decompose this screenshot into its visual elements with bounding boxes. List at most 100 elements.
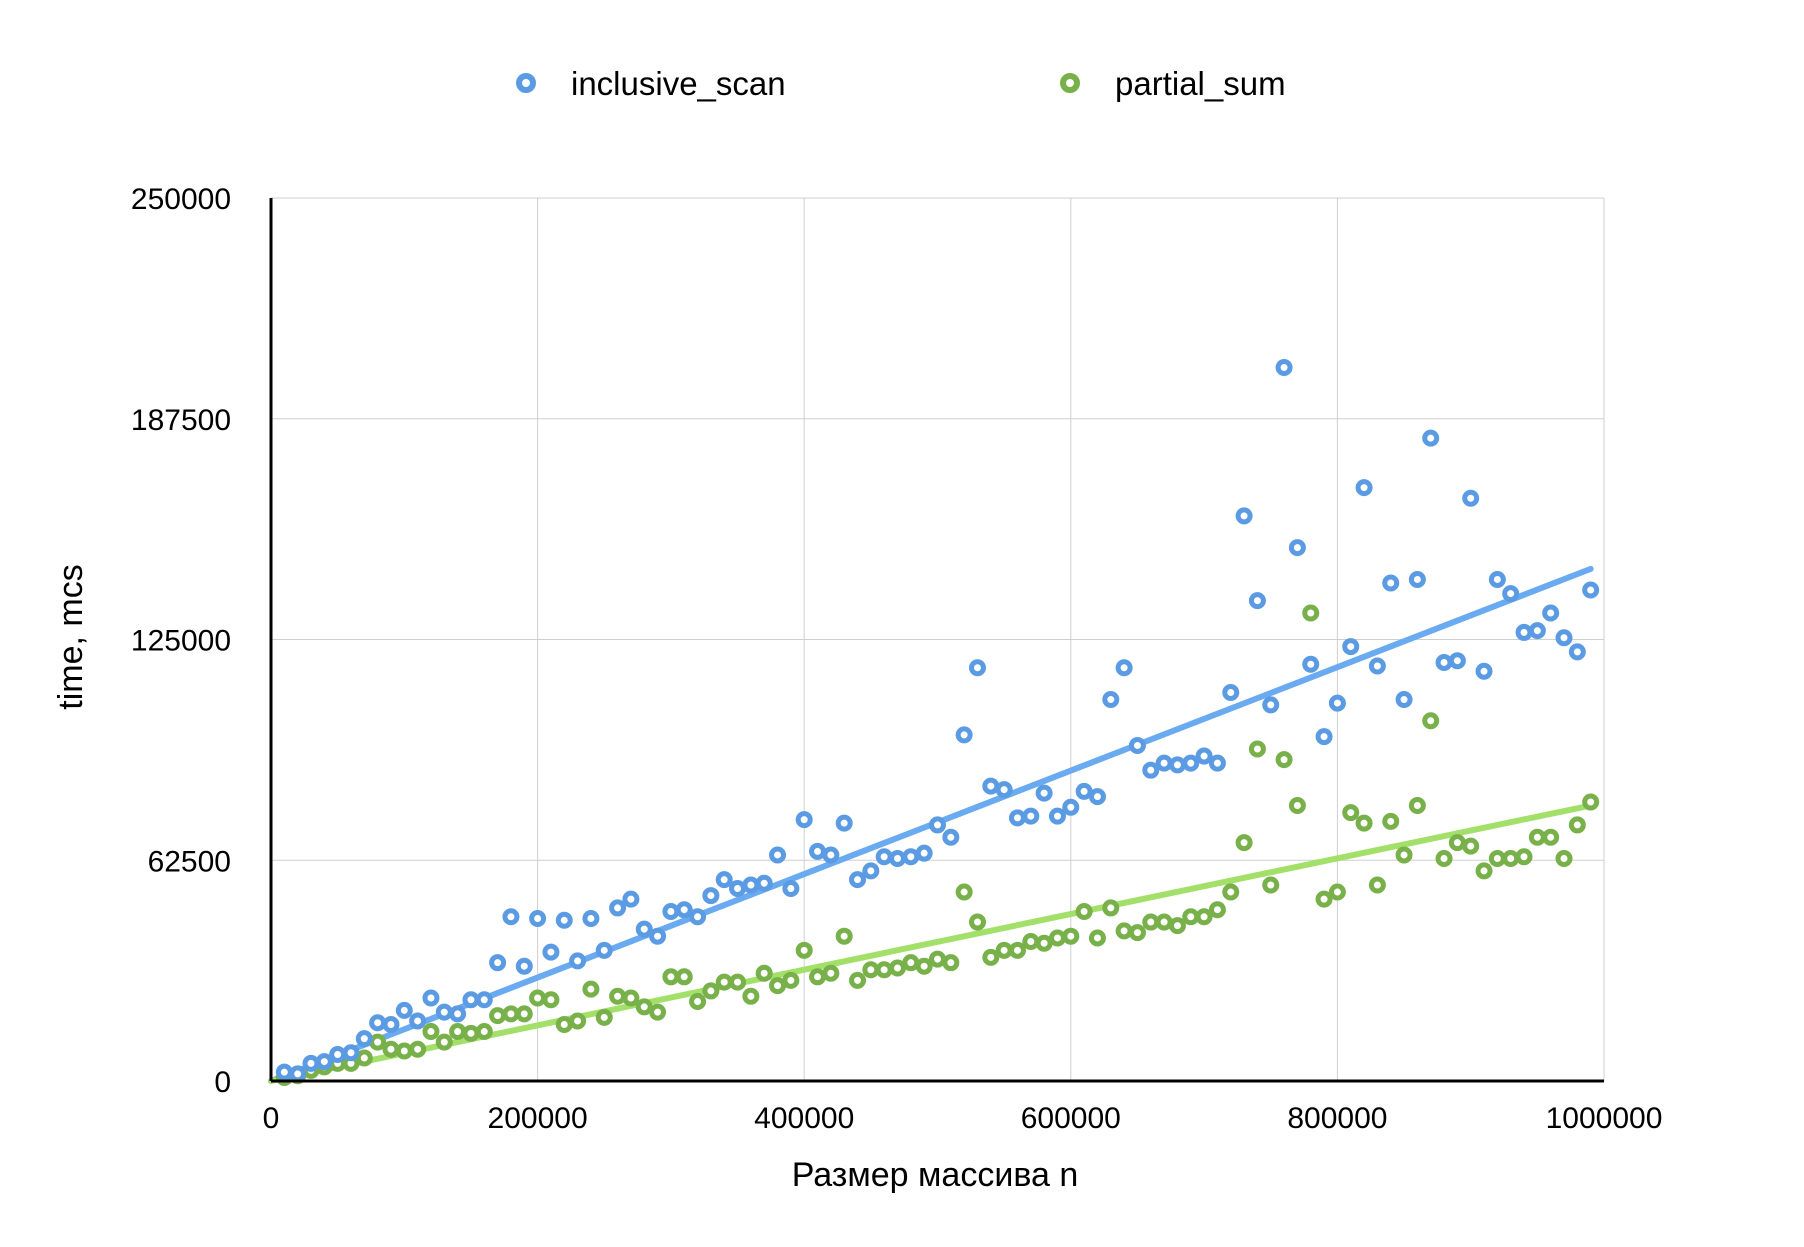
point-partial-sum — [635, 998, 653, 1016]
legend: inclusive_scan partial_sum — [516, 65, 1286, 102]
point-inclusive-scan — [742, 876, 760, 894]
point-inclusive-scan — [1288, 539, 1306, 557]
point-partial-sum — [502, 1005, 520, 1023]
point-inclusive-scan — [1435, 653, 1453, 671]
legend-marker-partial-sum — [1060, 73, 1080, 93]
point-partial-sum — [409, 1040, 427, 1058]
point-partial-sum — [1502, 849, 1520, 867]
y-tick-label: 187500 — [131, 404, 231, 437]
point-inclusive-scan — [1315, 728, 1333, 746]
point-inclusive-scan — [489, 954, 507, 972]
point-partial-sum — [622, 989, 640, 1007]
point-inclusive-scan — [1528, 622, 1546, 640]
x-tick-label: 800000 — [1287, 1102, 1387, 1135]
x-tick-label: 600000 — [1021, 1102, 1121, 1135]
point-inclusive-scan — [369, 1014, 387, 1032]
point-inclusive-scan — [462, 991, 480, 1009]
point-partial-sum — [715, 973, 733, 991]
point-partial-sum — [955, 883, 973, 901]
point-inclusive-scan — [1235, 507, 1253, 525]
point-partial-sum — [422, 1023, 440, 1041]
tick-labels: 0 200000 400000 600000 800000 1000000 0 62500 12… — [131, 183, 1663, 1135]
point-partial-sum — [822, 964, 840, 982]
point-inclusive-scan — [715, 871, 733, 889]
point-inclusive-scan — [275, 1063, 293, 1081]
point-partial-sum — [675, 968, 693, 986]
point-inclusive-scan — [382, 1015, 400, 1033]
point-inclusive-scan — [782, 880, 800, 898]
point-inclusive-scan — [1502, 585, 1520, 603]
point-partial-sum — [929, 950, 946, 968]
point-partial-sum — [1328, 883, 1346, 901]
point-inclusive-scan — [529, 910, 547, 928]
point-partial-sum — [1102, 899, 1120, 917]
point-inclusive-scan — [809, 842, 827, 860]
point-partial-sum — [555, 1015, 573, 1033]
axes — [269, 198, 1604, 1083]
point-partial-sum — [569, 1012, 587, 1030]
point-partial-sum — [1555, 849, 1573, 867]
point-partial-sum — [1115, 922, 1133, 940]
point-partial-sum — [489, 1007, 507, 1025]
point-partial-sum — [475, 1023, 493, 1041]
point-partial-sum — [915, 957, 933, 975]
point-partial-sum — [609, 987, 627, 1005]
point-partial-sum — [875, 961, 893, 979]
point-partial-sum — [1462, 837, 1480, 855]
point-inclusive-scan — [1022, 807, 1040, 825]
point-inclusive-scan — [1208, 754, 1226, 772]
point-inclusive-scan — [475, 991, 493, 1009]
point-inclusive-scan — [929, 816, 946, 834]
x-tick-label: 200000 — [488, 1102, 588, 1135]
point-inclusive-scan — [1115, 659, 1133, 677]
point-partial-sum — [1062, 927, 1080, 945]
point-partial-sum — [355, 1049, 373, 1067]
point-partial-sum — [902, 954, 920, 972]
point-partial-sum — [1142, 913, 1160, 931]
x-axis-title: Размер массива n — [792, 1156, 1079, 1194]
point-partial-sum — [809, 968, 827, 986]
point-inclusive-scan — [942, 828, 960, 846]
y-tick-label: 250000 — [131, 183, 231, 216]
legend-label-inclusive-scan: inclusive_scan — [571, 65, 786, 102]
point-inclusive-scan — [1462, 489, 1480, 507]
point-partial-sum — [1528, 828, 1546, 846]
point-partial-sum — [1075, 902, 1093, 920]
point-partial-sum — [582, 980, 600, 998]
point-inclusive-scan — [1195, 747, 1213, 765]
point-partial-sum — [1235, 834, 1253, 852]
point-partial-sum — [1088, 929, 1106, 947]
point-partial-sum — [968, 913, 986, 931]
point-partial-sum — [1355, 814, 1373, 832]
point-inclusive-scan — [875, 848, 893, 866]
point-partial-sum — [1488, 849, 1506, 867]
point-partial-sum — [1395, 846, 1413, 864]
point-inclusive-scan — [849, 871, 867, 889]
point-partial-sum — [1542, 828, 1560, 846]
point-inclusive-scan — [435, 1003, 453, 1021]
point-inclusive-scan — [1168, 756, 1186, 774]
point-inclusive-scan — [395, 1001, 413, 1019]
point-partial-sum — [1128, 924, 1146, 942]
point-inclusive-scan — [982, 777, 1000, 795]
point-inclusive-scan — [609, 899, 627, 917]
point-inclusive-scan — [1275, 359, 1293, 377]
point-partial-sum — [769, 977, 787, 995]
point-inclusive-scan — [1075, 782, 1093, 800]
x-tick-label: 0 — [263, 1102, 280, 1135]
point-inclusive-scan — [662, 902, 680, 920]
point-partial-sum — [449, 1023, 467, 1041]
point-inclusive-scan — [569, 952, 587, 970]
point-partial-sum — [395, 1042, 413, 1060]
point-inclusive-scan — [755, 874, 773, 892]
point-inclusive-scan — [889, 849, 907, 867]
point-partial-sum — [835, 927, 853, 945]
point-partial-sum — [1315, 890, 1333, 908]
point-inclusive-scan — [302, 1054, 320, 1072]
point-partial-sum — [942, 954, 960, 972]
data-points — [275, 359, 1600, 1086]
point-partial-sum — [462, 1024, 480, 1042]
point-inclusive-scan — [449, 1005, 467, 1023]
point-partial-sum — [1262, 876, 1280, 894]
